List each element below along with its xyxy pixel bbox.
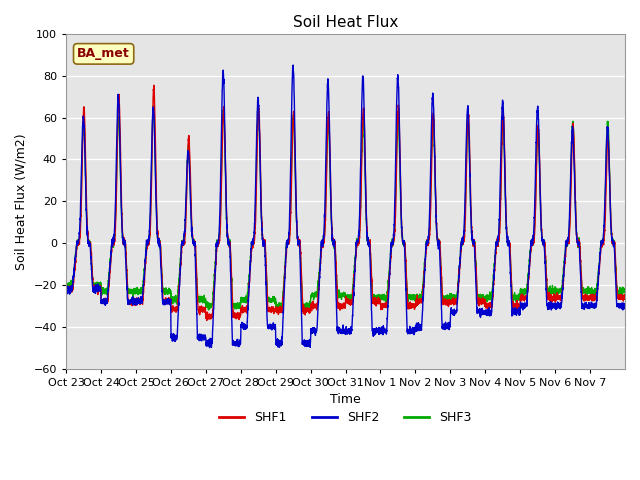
SHF3 xyxy=(527,250,534,256)
SHF2 xyxy=(289,62,297,68)
SHF2 xyxy=(541,256,548,262)
SHF3 xyxy=(499,118,507,123)
SHF1 xyxy=(541,243,548,249)
Line: SHF3: SHF3 xyxy=(66,106,625,312)
SHF1 xyxy=(397,176,404,182)
SHF1 xyxy=(367,252,374,257)
SHF2 xyxy=(621,301,629,307)
SHF1 xyxy=(62,285,70,291)
SHF3 xyxy=(397,191,404,197)
Line: SHF1: SHF1 xyxy=(66,85,625,321)
X-axis label: Time: Time xyxy=(330,393,361,406)
SHF2 xyxy=(367,272,374,278)
Title: Soil Heat Flux: Soil Heat Flux xyxy=(293,15,398,30)
SHF3 xyxy=(621,287,629,293)
SHF1 xyxy=(203,318,211,324)
SHF2 xyxy=(178,239,186,245)
Y-axis label: Soil Heat Flux (W/m2): Soil Heat Flux (W/m2) xyxy=(15,133,28,270)
SHF3 xyxy=(62,280,70,286)
SHF1 xyxy=(527,250,534,256)
SHF1 xyxy=(621,294,629,300)
SHF3 xyxy=(178,239,186,245)
SHF2 xyxy=(527,246,534,252)
SHF3 xyxy=(541,247,548,253)
Text: BA_met: BA_met xyxy=(77,48,130,60)
SHF3 xyxy=(367,256,374,262)
SHF3 xyxy=(301,309,308,314)
SHF2 xyxy=(397,178,404,183)
SHF3 xyxy=(150,103,157,109)
Line: SHF2: SHF2 xyxy=(66,65,625,348)
SHF2 xyxy=(499,100,507,106)
SHF2 xyxy=(62,285,70,291)
SHF2 xyxy=(206,345,214,350)
SHF1 xyxy=(499,108,507,113)
SHF1 xyxy=(178,240,186,246)
Legend: SHF1, SHF2, SHF3: SHF1, SHF2, SHF3 xyxy=(214,406,477,429)
SHF1 xyxy=(150,83,157,88)
